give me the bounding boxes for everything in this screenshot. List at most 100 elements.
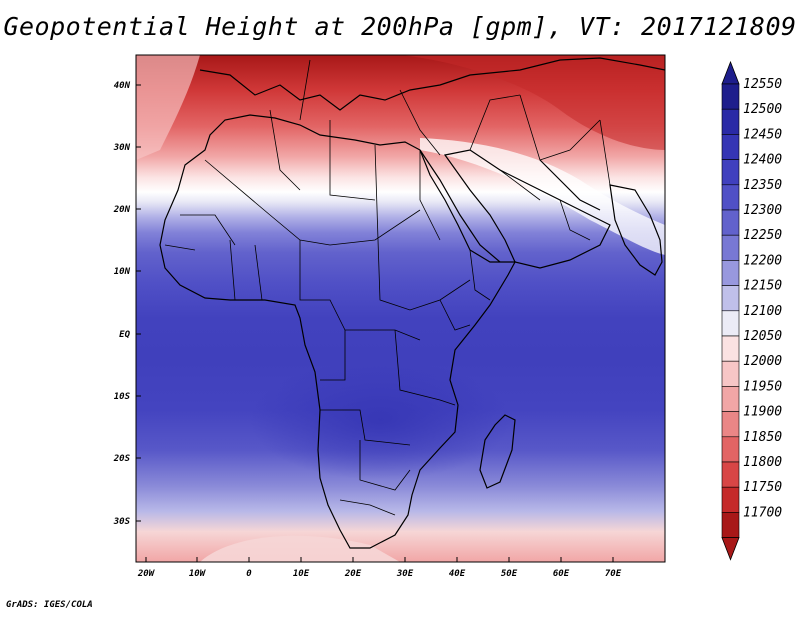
lon-tick-label: 10E (293, 569, 310, 579)
border-line (499, 169, 541, 201)
colorbar-label: 12500 (743, 102, 782, 117)
lon-tick-label: 0 (246, 569, 252, 579)
longitude-axis: 20W 10W 0 10E 20E 30E 40E 50E 60E 70E (137, 557, 622, 579)
colorbar-label: 12300 (743, 203, 782, 218)
border-line (559, 199, 591, 241)
colorbar-swatch (721, 285, 740, 312)
lon-tick-label: 40E (449, 569, 466, 579)
border-line (599, 119, 611, 186)
map-title: Geopotential Height at 200hPa [gpm], VT:… (3, 12, 797, 41)
latitude-axis: 40N 30N 20N 10N EQ 10S 20S 30S (113, 81, 141, 527)
colorbar-swatch (721, 83, 740, 110)
colorbar-swatch (721, 260, 740, 286)
colorbar-label: 11800 (743, 455, 782, 470)
border-line (204, 159, 421, 246)
border-line (469, 249, 491, 301)
colorbar-swatch (721, 209, 740, 236)
coastlines (159, 57, 665, 549)
border-line (164, 244, 196, 251)
country-borders (164, 59, 611, 516)
lon-tick-label: 20E (344, 569, 362, 579)
colorbar-swatch (721, 134, 740, 160)
colorbar-swatch (721, 486, 740, 513)
colorbar-swatch (721, 386, 740, 412)
border-line (229, 239, 236, 301)
lon-tick-label: 10W (189, 569, 207, 579)
lon-tick-label: 60E (553, 569, 570, 579)
colorbar-swatch (721, 310, 740, 337)
lat-tick-label: 20N (113, 205, 131, 215)
contour-warm-south (200, 535, 400, 562)
colorbar-swatch (721, 411, 740, 438)
border-line (320, 409, 411, 446)
colorbar-label: 12400 (743, 153, 782, 168)
contour-warm-tongue-east (400, 55, 665, 150)
border-line (254, 244, 263, 301)
grads-credit: GrADS: IGES/COLA (6, 600, 93, 610)
contour-cool-west-lobe (136, 55, 200, 160)
arabia-coastline (443, 149, 611, 269)
plot-frame (135, 54, 666, 563)
madagascar-coastline (479, 414, 516, 489)
colorbar-label: 11750 (743, 480, 782, 495)
colorbar-label: 12150 (743, 279, 782, 294)
border-line (419, 150, 441, 241)
colorbar-label: 11900 (743, 405, 782, 420)
colorbar: 12550 12500 12450 12400 12350 12300 12250 12200… (721, 60, 782, 561)
africa-coastline (159, 114, 517, 549)
lon-tick-label: 20W (137, 569, 156, 579)
field-background (136, 55, 665, 562)
colorbar-swatch (721, 234, 740, 261)
colorbar-bottom-arrow (721, 537, 740, 561)
colorbar-label: 12350 (743, 178, 782, 193)
border-line (439, 299, 471, 331)
lon-tick-label: 50E (501, 569, 518, 579)
lon-tick-label: 70E (605, 569, 622, 579)
india-coastline (609, 184, 663, 276)
colorbar-swatch (721, 461, 740, 488)
colorbar-swatch (721, 335, 740, 362)
border-line (377, 239, 471, 311)
border-line (299, 240, 346, 331)
colorbar-label: 11850 (743, 430, 782, 445)
lat-tick-label: 30S (113, 517, 131, 527)
colorbar-swatch (721, 512, 740, 538)
lat-tick-label: EQ (119, 330, 130, 340)
colorbar-label: 11950 (743, 379, 782, 394)
red-sea-coast (419, 149, 501, 263)
lat-tick-label: 10N (114, 267, 131, 277)
border-line (359, 440, 411, 491)
europe-coastline (199, 57, 665, 111)
lat-tick-label: 30N (113, 143, 131, 153)
colorbar-swatch (721, 108, 740, 135)
colorbar-label: 12450 (743, 127, 782, 142)
colorbar-label: 12050 (743, 329, 782, 344)
colorbar-label: 12200 (743, 253, 782, 268)
colorbar-label: 11700 (743, 505, 782, 520)
persian-gulf-coast (539, 159, 601, 211)
height-field (136, 55, 665, 562)
colorbar-swatch (721, 159, 740, 186)
colorbar-label: 12250 (743, 228, 782, 243)
lat-tick-label: 20S (113, 454, 131, 464)
border-line (180, 214, 236, 246)
border-line (299, 59, 311, 121)
border-line (374, 144, 379, 241)
contour-deep-blue-core (250, 360, 510, 480)
lat-tick-label: 10S (114, 392, 131, 402)
colorbar-label: 12000 (743, 354, 782, 369)
lat-tick-label: 40N (114, 81, 131, 91)
colorbar-swatch (721, 360, 740, 387)
border-line (519, 94, 601, 161)
border-line (469, 94, 521, 151)
border-line (269, 109, 301, 191)
border-line (399, 89, 441, 156)
colorbar-label: 12550 (743, 77, 782, 92)
border-line (394, 329, 456, 406)
contour-white-band-east (420, 138, 665, 255)
border-line (329, 120, 376, 201)
border-line (320, 330, 346, 381)
lon-tick-label: 30E (396, 569, 414, 579)
colorbar-top-arrow (721, 60, 740, 85)
